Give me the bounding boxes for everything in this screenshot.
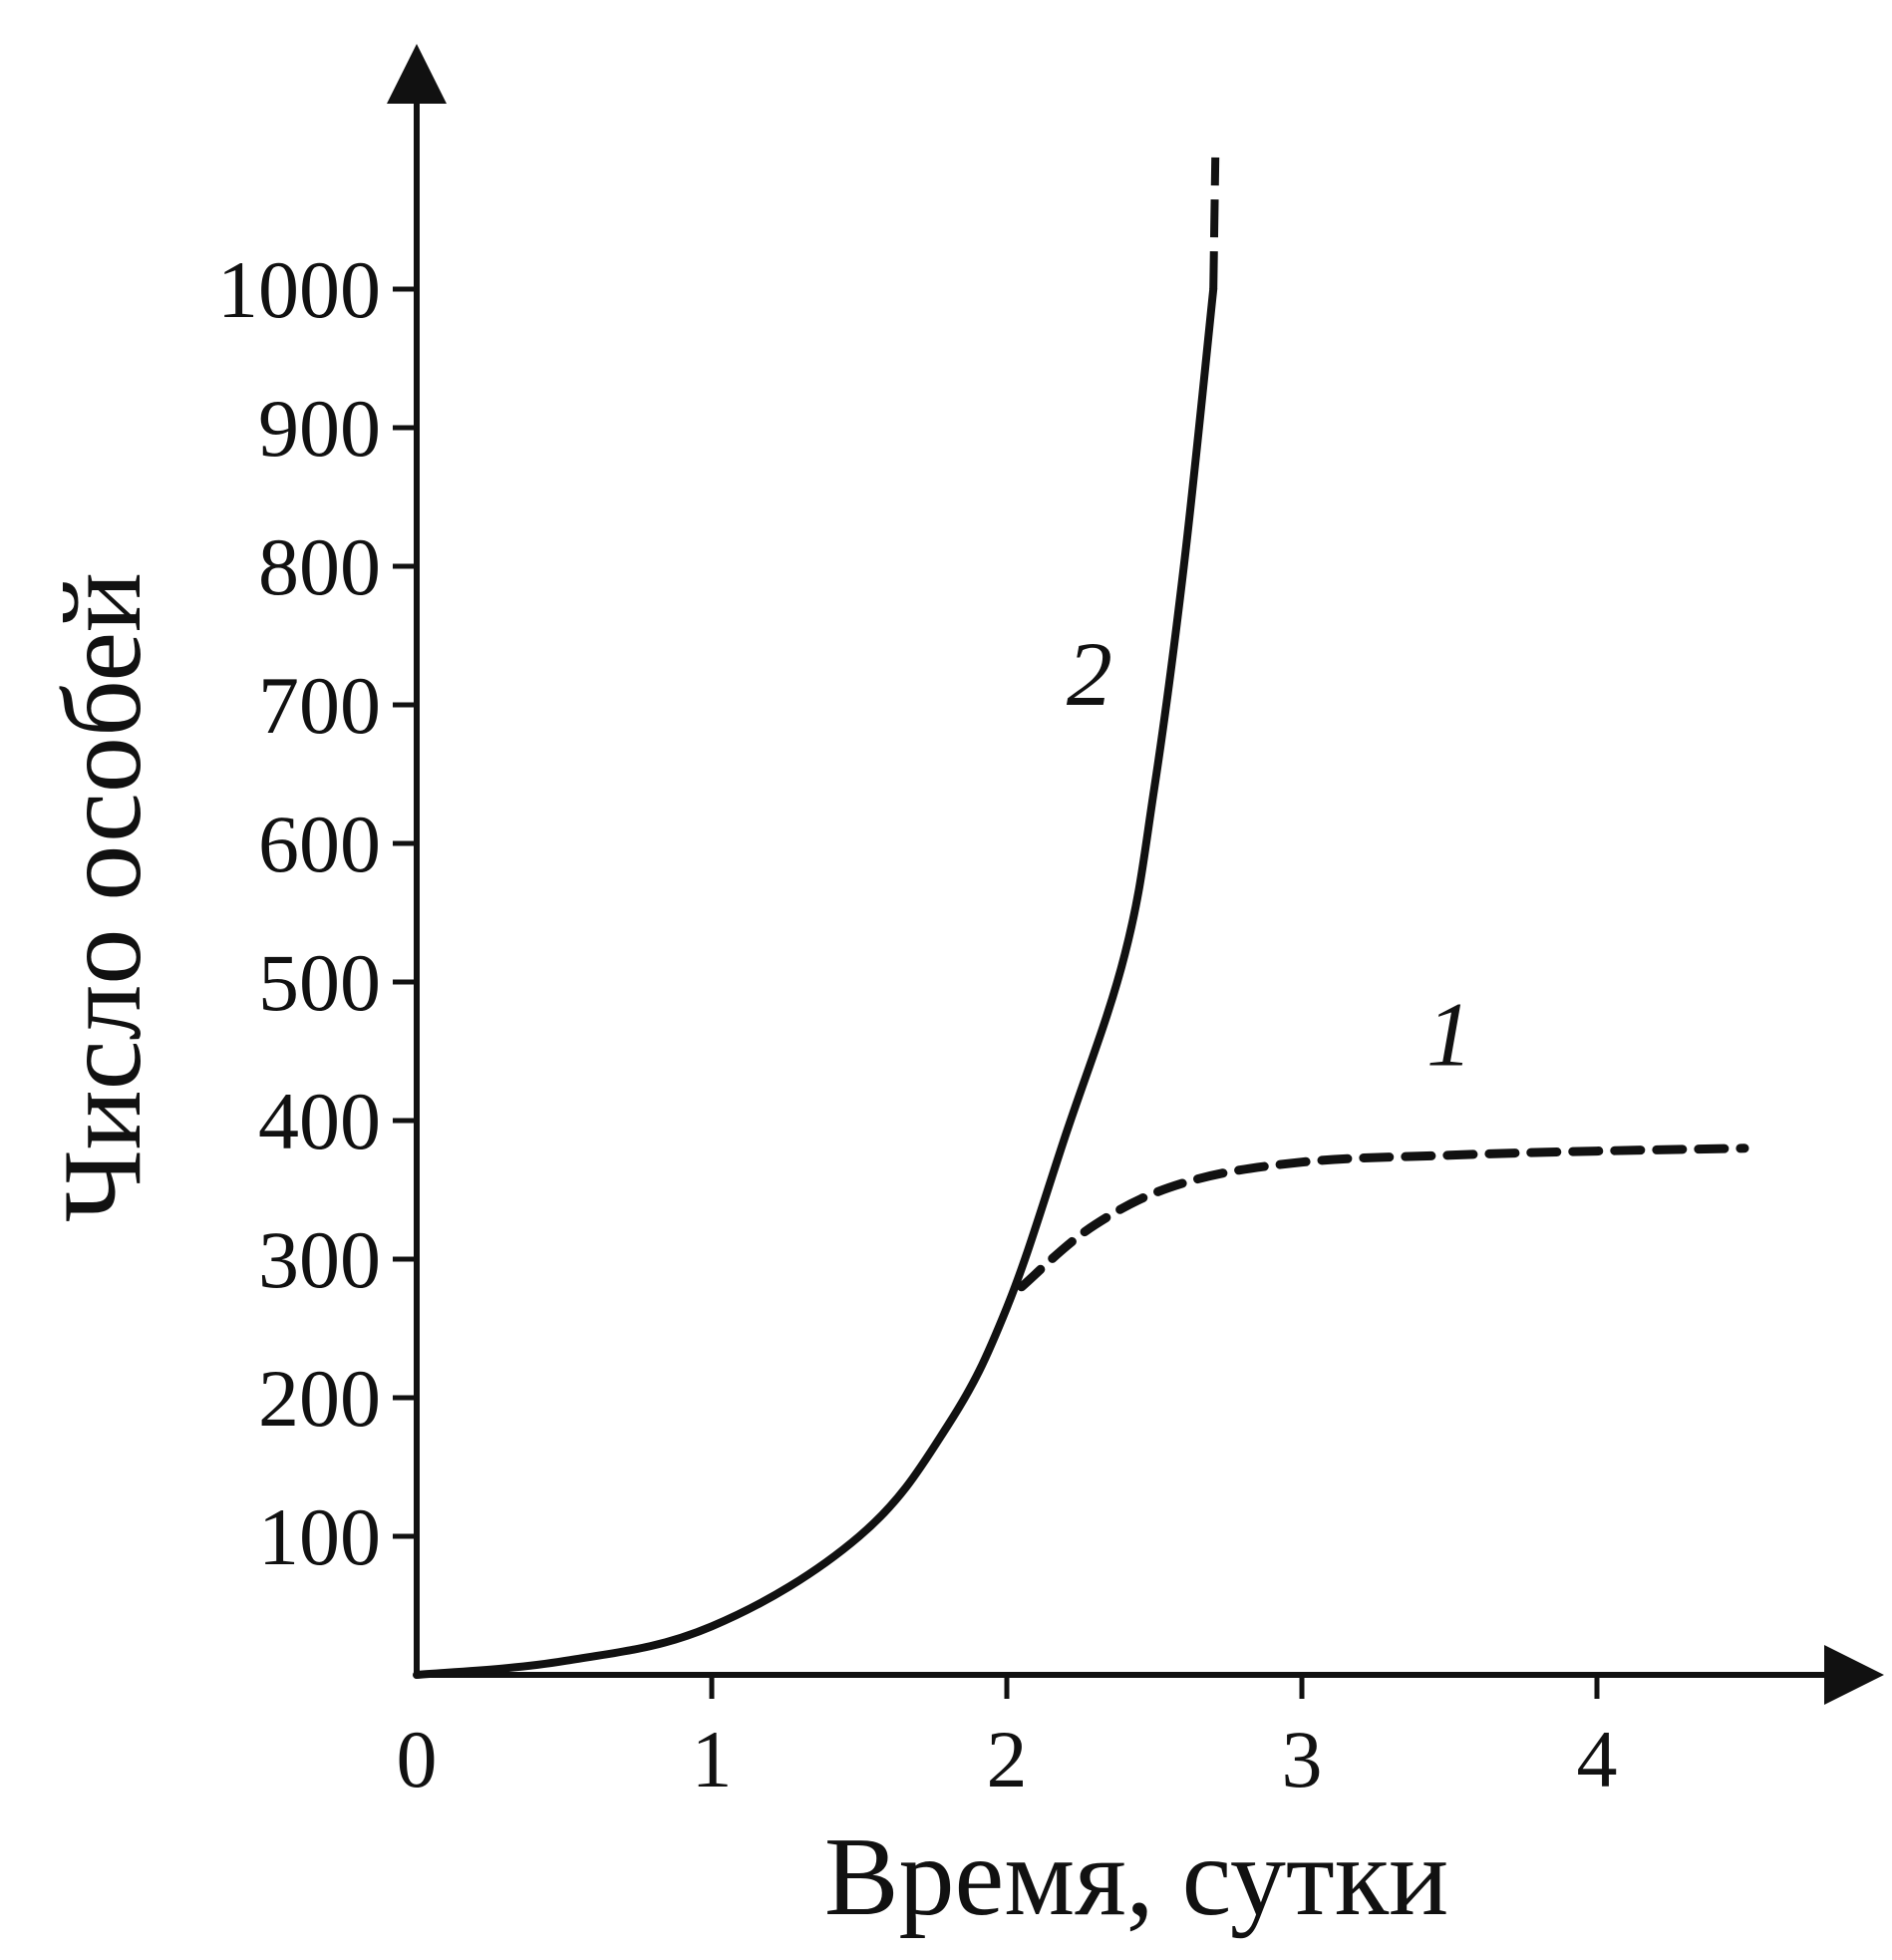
y-tick-label: 600 — [258, 799, 381, 889]
x-tick-label: 3 — [1282, 1714, 1323, 1804]
y-tick-label: 300 — [258, 1214, 381, 1305]
curve-label: 1 — [1426, 983, 1472, 1085]
series-line-2 — [413, 285, 1218, 1679]
axes — [387, 44, 1884, 1705]
y-axis-title: Число особей — [41, 572, 164, 1222]
series-line-2-tail — [1209, 157, 1220, 290]
x-tick-label: 0 — [397, 1714, 438, 1804]
x-tick-label: 4 — [1577, 1714, 1618, 1804]
curves — [413, 157, 1749, 1679]
ticks: 100 200 300 400 500 600 700 800 900 1000 0 1 2 3 4 — [217, 244, 1618, 1804]
y-tick-label: 500 — [258, 937, 381, 1028]
y-tick-label: 800 — [258, 521, 381, 612]
y-tick-label: 400 — [258, 1076, 381, 1166]
curve-label: 2 — [1067, 623, 1112, 725]
y-tick-label: 700 — [258, 660, 381, 751]
annotations: 21 — [1067, 623, 1472, 1085]
x-tick-label: 1 — [692, 1714, 733, 1804]
y-tick-label: 100 — [258, 1491, 381, 1582]
y-tick-label: 200 — [258, 1353, 381, 1444]
x-axis-title: Время, сутки — [824, 1815, 1448, 1939]
x-tick-label: 2 — [987, 1714, 1028, 1804]
y-tick-label: 1000 — [217, 244, 381, 335]
series-line-1 — [1017, 1143, 1749, 1292]
y-tick-label: 900 — [258, 383, 381, 474]
